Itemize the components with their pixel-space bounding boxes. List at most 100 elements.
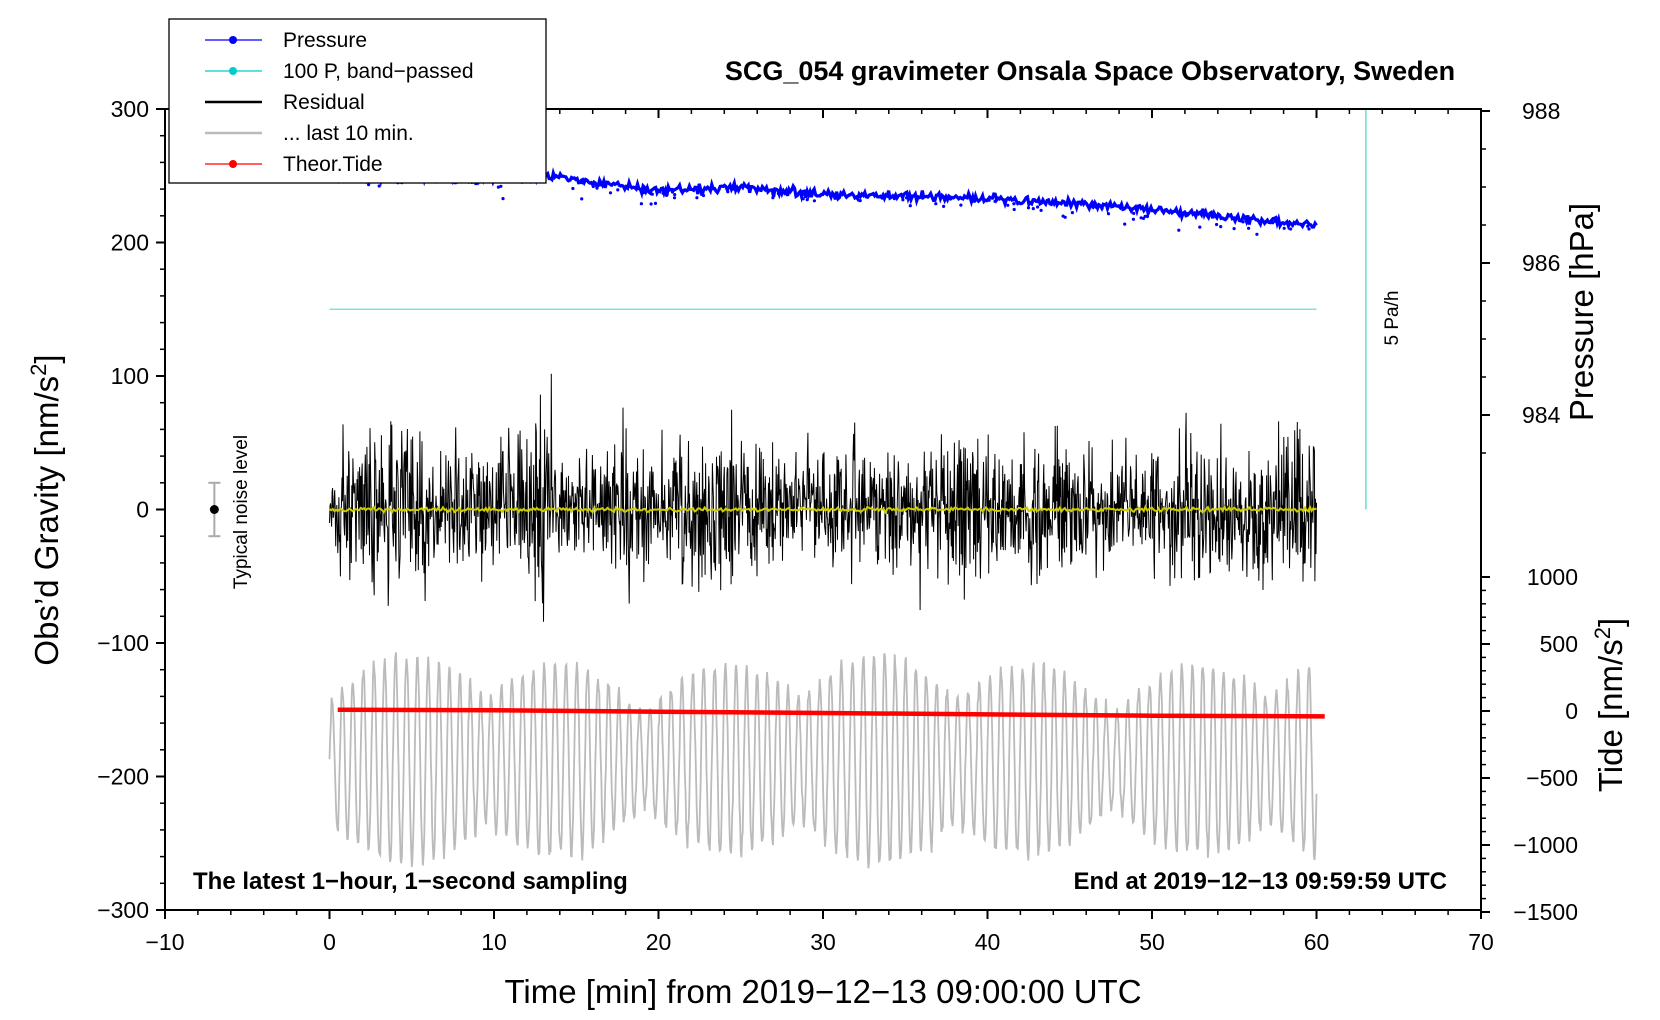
pressure-point <box>501 197 505 201</box>
y-tick-label: 0 <box>136 497 149 523</box>
pressure-point <box>1094 205 1098 209</box>
pressure-point <box>1070 211 1074 215</box>
pressure-point <box>571 186 575 191</box>
pressure-point <box>1177 228 1181 232</box>
pressure-point <box>948 197 953 201</box>
tide-tick-label: −1000 <box>1513 832 1578 858</box>
pressure-point <box>610 183 614 187</box>
y-tick-label: −100 <box>97 630 149 656</box>
legend-entry: ... last 10 min. <box>205 122 414 145</box>
pressure-point <box>1132 211 1136 215</box>
legend-entry: Pressure <box>205 29 367 52</box>
pressure-point <box>665 193 669 197</box>
x-tick-label: 0 <box>323 929 336 955</box>
pressure-point <box>1223 217 1227 221</box>
pressure-point <box>1219 225 1223 229</box>
pressure-point <box>1026 206 1031 210</box>
legend-marker <box>229 36 237 44</box>
pressure-point <box>858 199 862 203</box>
pressure-point <box>1012 202 1016 206</box>
pressure-point <box>1123 222 1127 226</box>
pressure-point <box>759 188 763 193</box>
pressure-point <box>367 183 371 187</box>
pressure-point <box>1247 226 1251 230</box>
note-sampling: The latest 1−hour, 1−second sampling <box>193 868 628 895</box>
pressure-point <box>1091 205 1095 209</box>
pressure-point <box>566 179 570 183</box>
pressure-point <box>731 187 735 191</box>
pressure-point <box>580 197 584 201</box>
pressure-point <box>1012 207 1016 212</box>
legend: Pressure 100 P, band−passed Residual ... la… <box>168 18 547 184</box>
legend-entry: Theor.Tide <box>205 153 383 176</box>
noise-level-bar <box>208 481 221 538</box>
pressure-point <box>591 184 595 189</box>
tide-tick-label: 0 <box>1565 698 1578 724</box>
y-tick-label: 100 <box>111 363 149 389</box>
pressure-point <box>784 191 788 195</box>
pressure-point <box>672 196 677 200</box>
pressure-point <box>1184 211 1188 215</box>
pressure-point <box>1141 216 1146 220</box>
pressure-point <box>1006 203 1010 207</box>
pressure-point <box>934 202 938 206</box>
pressure-point <box>904 196 909 200</box>
pressure-point <box>695 196 699 200</box>
pressure-point <box>1241 220 1245 224</box>
x-tick-label: 30 <box>810 929 836 955</box>
pressure-point <box>608 191 613 195</box>
pressure-tick-label: 984 <box>1522 402 1561 428</box>
legend-entry: 100 P, band−passed <box>205 60 474 83</box>
legend-marker <box>229 67 237 75</box>
series-layer <box>208 109 1367 869</box>
pressure-point <box>805 198 809 202</box>
series-residual-mean <box>328 504 1317 515</box>
pressure-point <box>1282 226 1286 230</box>
tide-tick-label: 1000 <box>1527 564 1578 590</box>
legend-label: ... last 10 min. <box>283 122 414 145</box>
pressure-point <box>987 198 991 202</box>
pressure-point <box>776 192 781 196</box>
pressure-point <box>496 185 500 189</box>
pressure-point <box>1131 217 1135 221</box>
pressure-point <box>1289 227 1293 231</box>
pressure-tick-label: 986 <box>1522 250 1560 276</box>
pressure-point <box>653 201 658 205</box>
pressure-point <box>1063 215 1067 219</box>
x-tick-label: −10 <box>145 929 184 955</box>
axes-layer: −10 0 10 20 30 40 50 60 70−300−200−1000100200300… <box>97 96 1578 955</box>
x-tick-label: 60 <box>1304 929 1330 955</box>
pressure-point <box>942 204 946 208</box>
tide-tick-label: −500 <box>1526 765 1578 791</box>
pressure-point <box>847 193 852 197</box>
pressure-point <box>1036 205 1040 209</box>
pressure-point <box>1232 227 1236 231</box>
pressure-point <box>1128 208 1133 212</box>
pressure-point <box>1198 225 1202 229</box>
pressure-point <box>901 198 905 202</box>
pressure-point <box>1135 207 1139 211</box>
pressure-point <box>993 199 997 203</box>
x-tick-label: 40 <box>975 929 1001 955</box>
note-end-time: End at 2019−12−13 09:59:59 UTC <box>1073 868 1447 895</box>
pressure-point <box>1031 207 1035 211</box>
pressure-point <box>1100 206 1104 211</box>
y-axis-label-tide: Tide [nm/s2] <box>1590 618 1630 792</box>
y-tick-label: 200 <box>111 230 149 256</box>
pressure-point <box>599 183 603 187</box>
pressure-point <box>801 197 805 201</box>
pressure-point <box>1139 216 1143 220</box>
pressure-point <box>1306 224 1310 228</box>
pressure-point <box>673 193 677 197</box>
x-tick-label: 70 <box>1468 929 1494 955</box>
pressure-point <box>1307 227 1311 231</box>
pressure-point <box>1215 222 1219 227</box>
pressure-point <box>642 191 646 195</box>
pressure-point <box>959 203 963 207</box>
y-axis-label-pressure: Pressure [hPa] <box>1563 203 1600 421</box>
y-tick-label: 300 <box>111 96 149 122</box>
pressure-point <box>1150 208 1154 212</box>
x-tick-label: 20 <box>646 929 672 955</box>
pressure-point <box>1278 222 1282 226</box>
pressure-point <box>908 204 912 208</box>
